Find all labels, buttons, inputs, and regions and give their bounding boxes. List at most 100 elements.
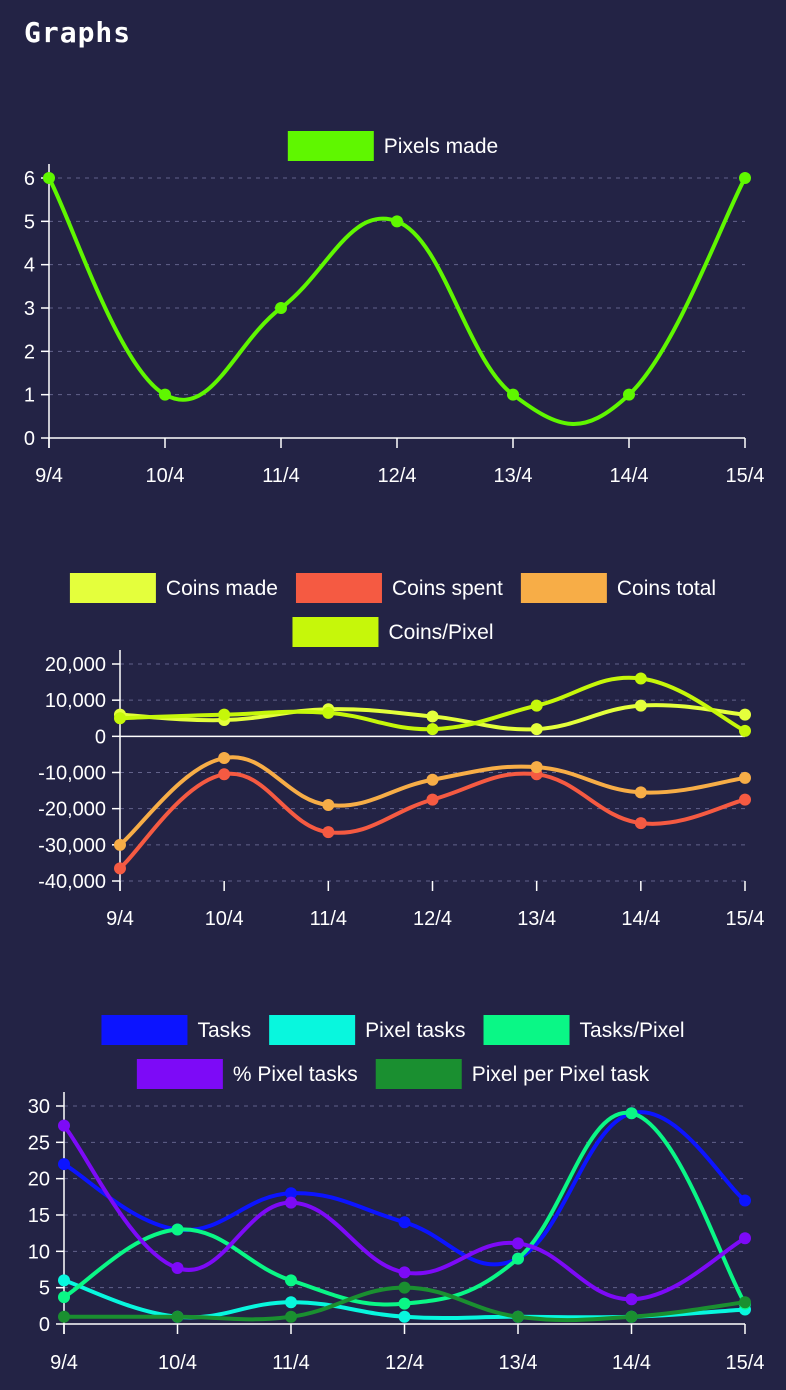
data-point-pixels-made[interactable] [391,215,403,228]
data-point-coins-made[interactable] [426,710,439,723]
x-tick-label: 13/4 [499,1352,538,1374]
data-point-tasks[interactable] [58,1158,70,1171]
x-tick-label: 14/4 [621,908,660,930]
data-point-coins-spent[interactable] [114,862,126,875]
data-point-coins-total[interactable] [530,761,543,774]
x-tick-label: 10/4 [158,1352,197,1374]
legend-item-coins-spent[interactable]: Coins spent [295,573,503,603]
data-point-coins-total[interactable] [218,752,231,765]
data-point-tasks-pixel[interactable] [285,1274,297,1287]
data-point-coins-pixel[interactable] [322,706,335,719]
x-tick-label: 11/4 [272,1352,309,1374]
data-point-pixels-made[interactable] [159,388,171,401]
data-point-pixels-made[interactable] [275,302,287,314]
data-point-pixel-tasks[interactable] [58,1274,70,1287]
data-point-pct-pixel-tasks[interactable] [58,1119,70,1132]
data-point-tasks-pixel[interactable] [625,1107,638,1120]
y-tick-label: 0 [95,726,106,748]
legend-item-coins-pixel[interactable]: Coins/Pixel [292,617,494,647]
x-tick-label: 13/4 [494,465,533,487]
x-tick-label: 14/4 [612,1352,651,1374]
coins-chart: Coins made Coins spent Coins total Coins/Pi… [38,573,765,930]
series-line-pixels-made [47,176,747,426]
data-point-pct-pixel-tasks[interactable] [739,1232,751,1245]
data-point-pct-pixel-tasks[interactable] [285,1196,297,1209]
y-tick-label: 0 [39,1314,50,1336]
data-point-tasks-pixel[interactable] [58,1291,70,1304]
data-point-coins-pixel[interactable] [530,699,543,712]
data-point-pixel-per-pixel-task[interactable] [739,1296,751,1309]
data-point-coins-total[interactable] [634,786,647,799]
legend-swatch [520,573,607,603]
x-tick-label: 12/4 [413,908,452,930]
legend-label: Tasks [197,1019,251,1042]
data-point-coins-total[interactable] [739,771,751,784]
series-tasks-pixel [58,1107,751,1310]
data-point-pixel-per-pixel-task[interactable] [58,1310,70,1323]
data-point-coins-spent[interactable] [634,817,647,830]
legend-item-coins-total[interactable]: Coins total [520,573,716,603]
data-point-coins-total[interactable] [114,838,126,851]
data-point-pixel-per-pixel-task[interactable] [625,1310,638,1323]
data-point-tasks-pixel[interactable] [171,1223,184,1236]
y-tick-label: 2 [24,341,35,363]
data-point-pixels-made[interactable] [507,388,519,401]
y-tick-label: 20 [28,1169,50,1191]
data-point-pct-pixel-tasks[interactable] [512,1237,524,1250]
y-tick-label: 20,000 [45,654,106,676]
legend-swatch [287,131,374,161]
legend-item-pixel-per-pixel-task[interactable]: Pixel per Pixel task [375,1059,650,1089]
legend-label: Coins total [617,577,716,600]
data-point-coins-pixel[interactable] [634,672,647,685]
data-point-pixels-made[interactable] [43,172,55,184]
data-point-coins-made[interactable] [530,723,543,736]
data-point-pixels-made[interactable] [623,388,635,401]
data-point-pixel-per-pixel-task[interactable] [512,1310,524,1323]
legend-swatch [292,617,379,647]
data-point-coins-spent[interactable] [322,826,335,839]
data-point-pixel-per-pixel-task[interactable] [398,1281,411,1294]
data-point-coins-pixel[interactable] [114,712,126,725]
data-point-pixel-tasks[interactable] [398,1310,411,1323]
series-line-tasks [62,1110,747,1267]
data-point-coins-pixel[interactable] [218,708,231,721]
data-point-tasks[interactable] [739,1194,751,1207]
legend-item-tasks-pixel[interactable]: Tasks/Pixel [483,1015,685,1045]
tasks-chart: Tasks Pixel tasks Tasks/Pixel % Pixel tasks… [28,1015,764,1374]
series-coins-spent [114,768,751,875]
y-tick-label: 0 [24,428,35,450]
legend-swatch [483,1015,570,1045]
data-point-tasks[interactable] [285,1187,297,1200]
data-point-coins-pixel[interactable] [426,723,439,736]
data-point-tasks-pixel[interactable] [512,1252,524,1265]
data-point-tasks-pixel[interactable] [398,1297,411,1310]
data-point-coins-spent[interactable] [739,793,751,806]
data-point-pixels-made[interactable] [739,172,751,184]
x-tick-label: 10/4 [205,908,244,930]
y-tick-label: -10,000 [38,763,106,785]
data-point-pixel-tasks[interactable] [285,1296,297,1309]
data-point-pixel-per-pixel-task[interactable] [285,1310,297,1323]
data-point-coins-spent[interactable] [426,793,439,806]
legend-item-pct-pixel-tasks[interactable]: % Pixel tasks [136,1059,358,1089]
legend-item-pixel-tasks[interactable]: Pixel tasks [269,1015,466,1045]
legend-item-pixels-made[interactable]: Pixels made [287,131,498,161]
data-point-pixel-per-pixel-task[interactable] [171,1310,184,1323]
data-point-pct-pixel-tasks[interactable] [171,1262,184,1275]
data-point-coins-made[interactable] [739,708,751,721]
data-point-tasks[interactable] [398,1216,411,1229]
data-point-pct-pixel-tasks[interactable] [398,1266,411,1279]
legend-item-coins-made[interactable]: Coins made [69,573,278,603]
data-point-coins-made[interactable] [634,699,647,712]
data-point-pct-pixel-tasks[interactable] [625,1293,638,1306]
data-point-coins-total[interactable] [322,799,335,812]
data-point-coins-pixel[interactable] [739,724,751,737]
x-tick-label: 15/4 [726,908,765,930]
legend-item-tasks[interactable]: Tasks [101,1015,251,1045]
y-tick-label: 5 [24,211,35,233]
data-point-coins-total[interactable] [426,773,439,786]
legend-swatch [136,1059,223,1089]
x-tick-label: 12/4 [385,1352,424,1374]
data-point-coins-spent[interactable] [218,768,231,781]
